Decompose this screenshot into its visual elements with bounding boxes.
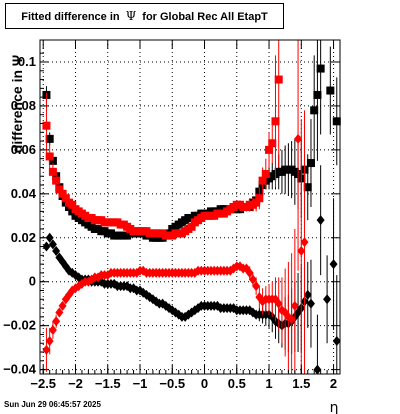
diamond-marker bbox=[306, 298, 315, 309]
diamond-marker bbox=[300, 237, 309, 248]
y-tick-label: −0.02 bbox=[3, 318, 36, 333]
square-marker bbox=[45, 134, 54, 143]
y-tick-label: 0.1 bbox=[18, 54, 36, 69]
square-marker bbox=[61, 194, 70, 203]
timestamp: Sun Jun 29 06:45:57 2025 bbox=[4, 400, 101, 409]
square-marker bbox=[45, 152, 54, 161]
square-marker bbox=[310, 106, 319, 115]
square-marker bbox=[48, 156, 57, 165]
y-tick-label: 0 bbox=[29, 274, 36, 289]
data-points bbox=[42, 40, 341, 375]
diamond-marker bbox=[303, 289, 312, 300]
x-tick-label: 0 bbox=[201, 376, 208, 391]
diamond-marker bbox=[332, 336, 341, 347]
square-marker bbox=[55, 185, 64, 194]
square-marker bbox=[274, 75, 283, 84]
axis-ticks: −2.5 −2 −1.5 −1 −0.5 0 0.5 1 1.5 2 −0.04 −0.02 0 0.02… bbox=[3, 40, 340, 391]
diamond-marker bbox=[52, 245, 61, 256]
square-marker bbox=[265, 145, 274, 154]
diamond-marker bbox=[58, 300, 67, 311]
x-tick-label: −0.5 bbox=[159, 376, 185, 391]
y-tick-label: 0.06 bbox=[11, 142, 36, 157]
diamond-marker bbox=[248, 274, 257, 285]
square-marker bbox=[332, 117, 341, 126]
chart-title-post: for Global Rec All EtapT bbox=[142, 11, 268, 23]
x-axis-label: η bbox=[330, 400, 339, 414]
square-marker bbox=[42, 121, 51, 130]
y-axis-label: difference in Ψ bbox=[9, 55, 25, 153]
diamond-marker bbox=[52, 316, 61, 327]
diamond-marker bbox=[316, 215, 325, 226]
diamond-marker bbox=[287, 314, 296, 325]
diamond-marker bbox=[252, 281, 261, 292]
y-tick-label: 0.02 bbox=[11, 230, 36, 245]
x-tick-label: 1.5 bbox=[292, 376, 310, 391]
chart-title-pre: Fitted difference in bbox=[21, 11, 120, 23]
square-marker bbox=[306, 159, 315, 168]
x-tick-label: 2 bbox=[330, 376, 337, 391]
series-1 bbox=[42, 40, 283, 240]
y-tick-label: 0.08 bbox=[11, 98, 36, 113]
square-marker bbox=[268, 139, 277, 148]
diamond-marker bbox=[42, 241, 51, 252]
square-marker bbox=[252, 198, 261, 207]
diamond-marker bbox=[245, 267, 254, 278]
diamond-marker bbox=[48, 325, 57, 336]
diamond-marker bbox=[42, 344, 51, 355]
diamond-marker bbox=[294, 133, 303, 144]
square-marker bbox=[48, 167, 57, 176]
diamond-marker bbox=[274, 298, 283, 309]
square-marker bbox=[271, 117, 280, 126]
diamond-marker bbox=[297, 245, 306, 256]
square-marker bbox=[258, 176, 267, 185]
diamond-marker bbox=[45, 232, 54, 243]
plot-frame bbox=[39, 39, 341, 375]
square-marker bbox=[255, 194, 264, 203]
diamond-marker bbox=[290, 300, 299, 311]
x-tick-label: 1 bbox=[265, 376, 272, 391]
square-marker bbox=[52, 176, 61, 185]
diamond-marker bbox=[55, 307, 64, 318]
square-marker bbox=[187, 222, 196, 231]
diamond-marker bbox=[313, 364, 322, 375]
chart-title: Fitted difference in Ψ for Global Rec Al… bbox=[5, 3, 284, 29]
y-tick-label: −0.04 bbox=[3, 362, 37, 377]
square-marker bbox=[68, 200, 77, 209]
x-tick-label: −2 bbox=[68, 376, 83, 391]
diamond-marker bbox=[323, 294, 332, 305]
y-tick-label: 0.04 bbox=[11, 186, 37, 201]
square-marker bbox=[58, 189, 67, 198]
diamond-marker bbox=[48, 239, 57, 250]
square-marker bbox=[303, 183, 312, 192]
diamond-marker bbox=[329, 259, 338, 270]
square-marker bbox=[316, 64, 325, 73]
x-tick-label: −1.5 bbox=[95, 376, 121, 391]
square-marker bbox=[261, 170, 270, 179]
square-marker bbox=[326, 86, 335, 95]
x-tick-label: −1 bbox=[133, 376, 148, 391]
series-3 bbox=[42, 40, 309, 374]
x-tick-label: 0.5 bbox=[228, 376, 246, 391]
x-tick-label: −2.5 bbox=[30, 376, 56, 391]
diamond-marker bbox=[45, 336, 54, 347]
chart-title-symbol: Ψ bbox=[125, 9, 137, 23]
square-marker bbox=[313, 90, 322, 99]
